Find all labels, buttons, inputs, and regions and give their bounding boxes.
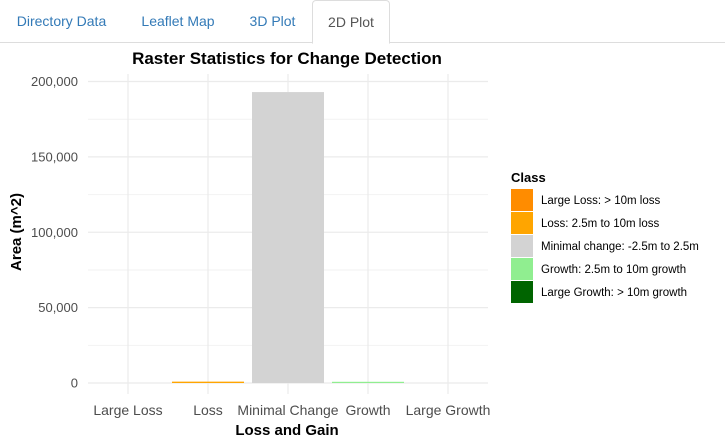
legend-swatch xyxy=(511,258,533,280)
tab-directory-data[interactable]: Directory Data xyxy=(16,13,107,29)
x-tick-label: Large Loss xyxy=(93,402,162,418)
tab-2d-plot[interactable]: 2D Plot xyxy=(312,0,390,44)
chart-title: Raster Statistics for Change Detection xyxy=(132,49,442,68)
legend-swatch xyxy=(511,212,533,234)
legend-label: Large Growth: > 10m growth xyxy=(541,287,687,299)
y-tick-label: 50,000 xyxy=(38,300,78,315)
x-tick-label: Growth xyxy=(345,402,390,418)
y-tick-label: 150,000 xyxy=(31,149,78,164)
x-axis-label: Loss and Gain xyxy=(235,422,338,437)
tab-bar: Directory Data Leaflet Map 3D Plot 2D Pl… xyxy=(0,0,725,44)
legend-swatch xyxy=(511,189,533,211)
x-tick-label: Minimal Change xyxy=(237,402,338,418)
legend-title: Class xyxy=(511,170,546,185)
legend-label: Growth: 2.5m to 10m growth xyxy=(541,264,686,276)
y-axis-label: Area (m^2) xyxy=(8,193,25,271)
bar-chart: Raster Statistics for Change Detection 0… xyxy=(8,49,699,437)
legend-label: Minimal change: -2.5m to 2.5m xyxy=(541,241,699,253)
bar-minimal-change xyxy=(252,92,324,384)
x-tick-label: Loss xyxy=(193,402,223,418)
bar-growth xyxy=(332,381,404,383)
y-tick-label: 200,000 xyxy=(31,74,78,89)
x-axis-ticks: Large Loss Loss Minimal Change Growth Large … xyxy=(93,402,490,418)
bar-loss xyxy=(172,381,244,383)
x-tick-label: Large Growth xyxy=(406,402,491,418)
y-axis-ticks: 0 50,000 100,000 150,000 200,000 xyxy=(31,74,78,390)
y-tick-label: 0 xyxy=(71,376,78,391)
legend-label: Large Loss: > 10m loss xyxy=(541,195,660,207)
y-tick-label: 100,000 xyxy=(31,225,78,240)
legend: Class Large Loss: > 10m loss Loss: 2.5m t… xyxy=(511,170,699,303)
legend-label: Loss: 2.5m to 10m loss xyxy=(541,218,659,230)
legend-swatch xyxy=(511,235,533,257)
legend-swatch xyxy=(511,281,533,303)
tab-leaflet-map[interactable]: Leaflet Map xyxy=(141,13,215,29)
tab-3d-plot[interactable]: 3D Plot xyxy=(249,13,296,29)
bars xyxy=(172,92,404,384)
